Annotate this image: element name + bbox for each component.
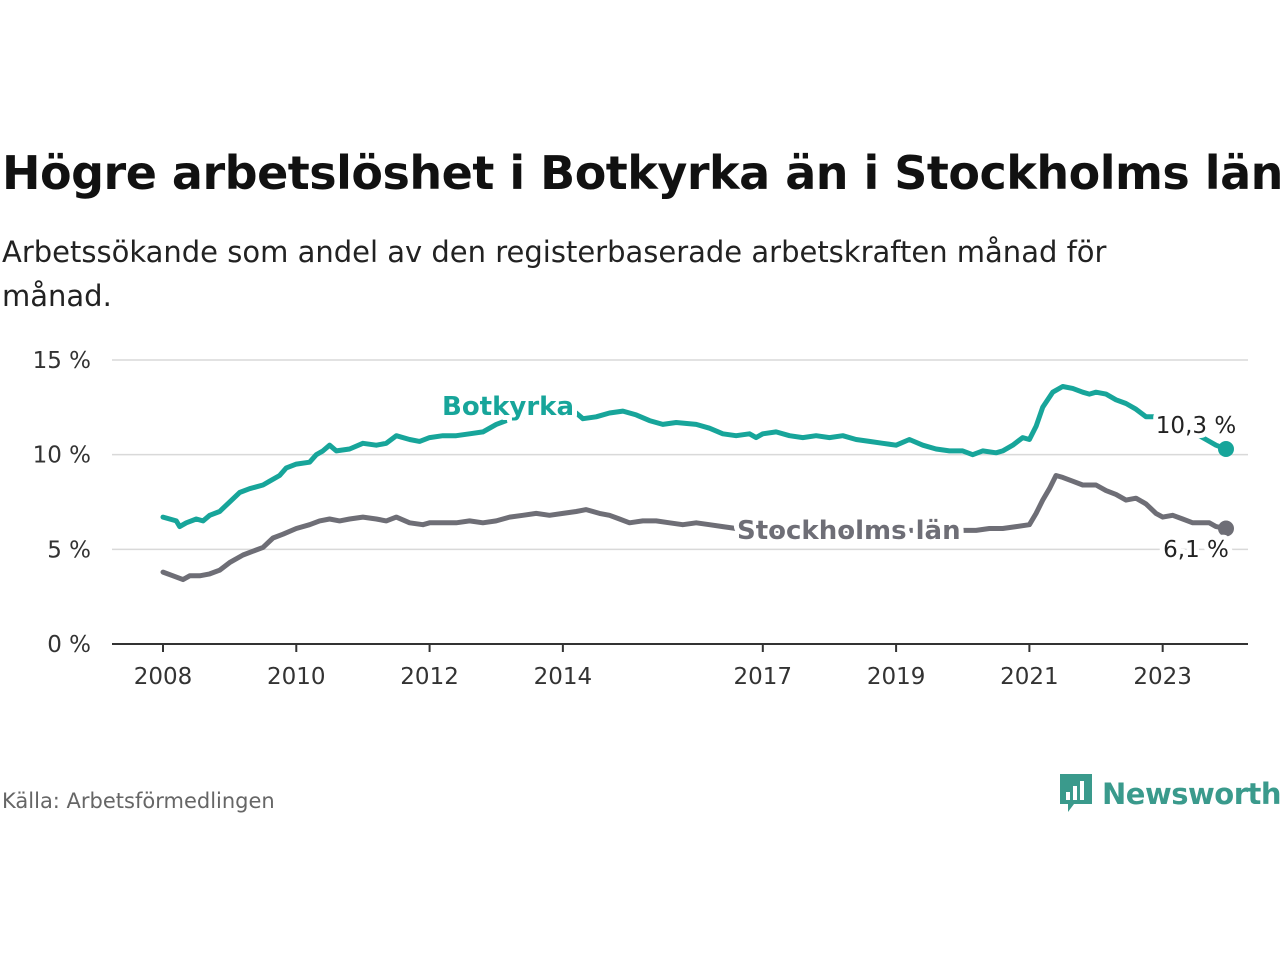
x-tick-label: 2017 [734, 664, 793, 690]
end-label-stockholms-lan: 6,1 % [1163, 537, 1229, 563]
series-lines [160, 384, 1234, 583]
chart-subtitle: Arbetssökande som andel av den registerb… [2, 235, 1107, 313]
series-label-botkyrka: Botkyrka [442, 392, 574, 422]
chart-title: Högre arbetslöshet i Botkyrka än i Stock… [2, 146, 1280, 200]
x-tick-label: 2012 [400, 664, 459, 690]
x-tick-label: 2014 [534, 664, 593, 690]
newsworthy-logo-icon [1060, 774, 1092, 812]
end-point-stockholms-lan [1217, 520, 1234, 537]
x-tick-label: 2008 [134, 664, 193, 690]
x-tick-label: 2019 [867, 664, 926, 690]
end-point-botkyrka [1217, 440, 1234, 457]
series-line-stockholms-lan [160, 473, 1229, 583]
x-tick-label: 2021 [1000, 664, 1059, 690]
series-label-stockholms-lan: Stockholms län [737, 516, 961, 546]
end-label-botkyrka: 10,3 % [1156, 413, 1236, 439]
y-tick-label: 15 % [33, 348, 91, 374]
y-tick-label: 0 % [47, 632, 91, 658]
series-labels: Botkyrka Stockholms län 10,3 % 6,1 % [437, 387, 1241, 568]
newsworthy-logo[interactable]: Newsworthy [1058, 772, 1280, 816]
y-tick-label: 10 % [33, 443, 91, 469]
series-line-botkyrka [160, 384, 1229, 530]
y-axis-ticks: 0 % 5 % 10 % 15 % [33, 348, 91, 658]
source-note: Källa: Arbetsförmedlingen [2, 789, 275, 813]
brand-name: Newsworthy [1102, 777, 1280, 811]
x-axis: 2008 2010 2012 2014 2017 2019 2021 2023 [112, 643, 1248, 690]
x-tick-label: 2023 [1133, 664, 1192, 690]
y-tick-label: 5 % [47, 537, 91, 563]
x-tick-label: 2010 [267, 664, 326, 690]
gridlines [112, 359, 1248, 551]
